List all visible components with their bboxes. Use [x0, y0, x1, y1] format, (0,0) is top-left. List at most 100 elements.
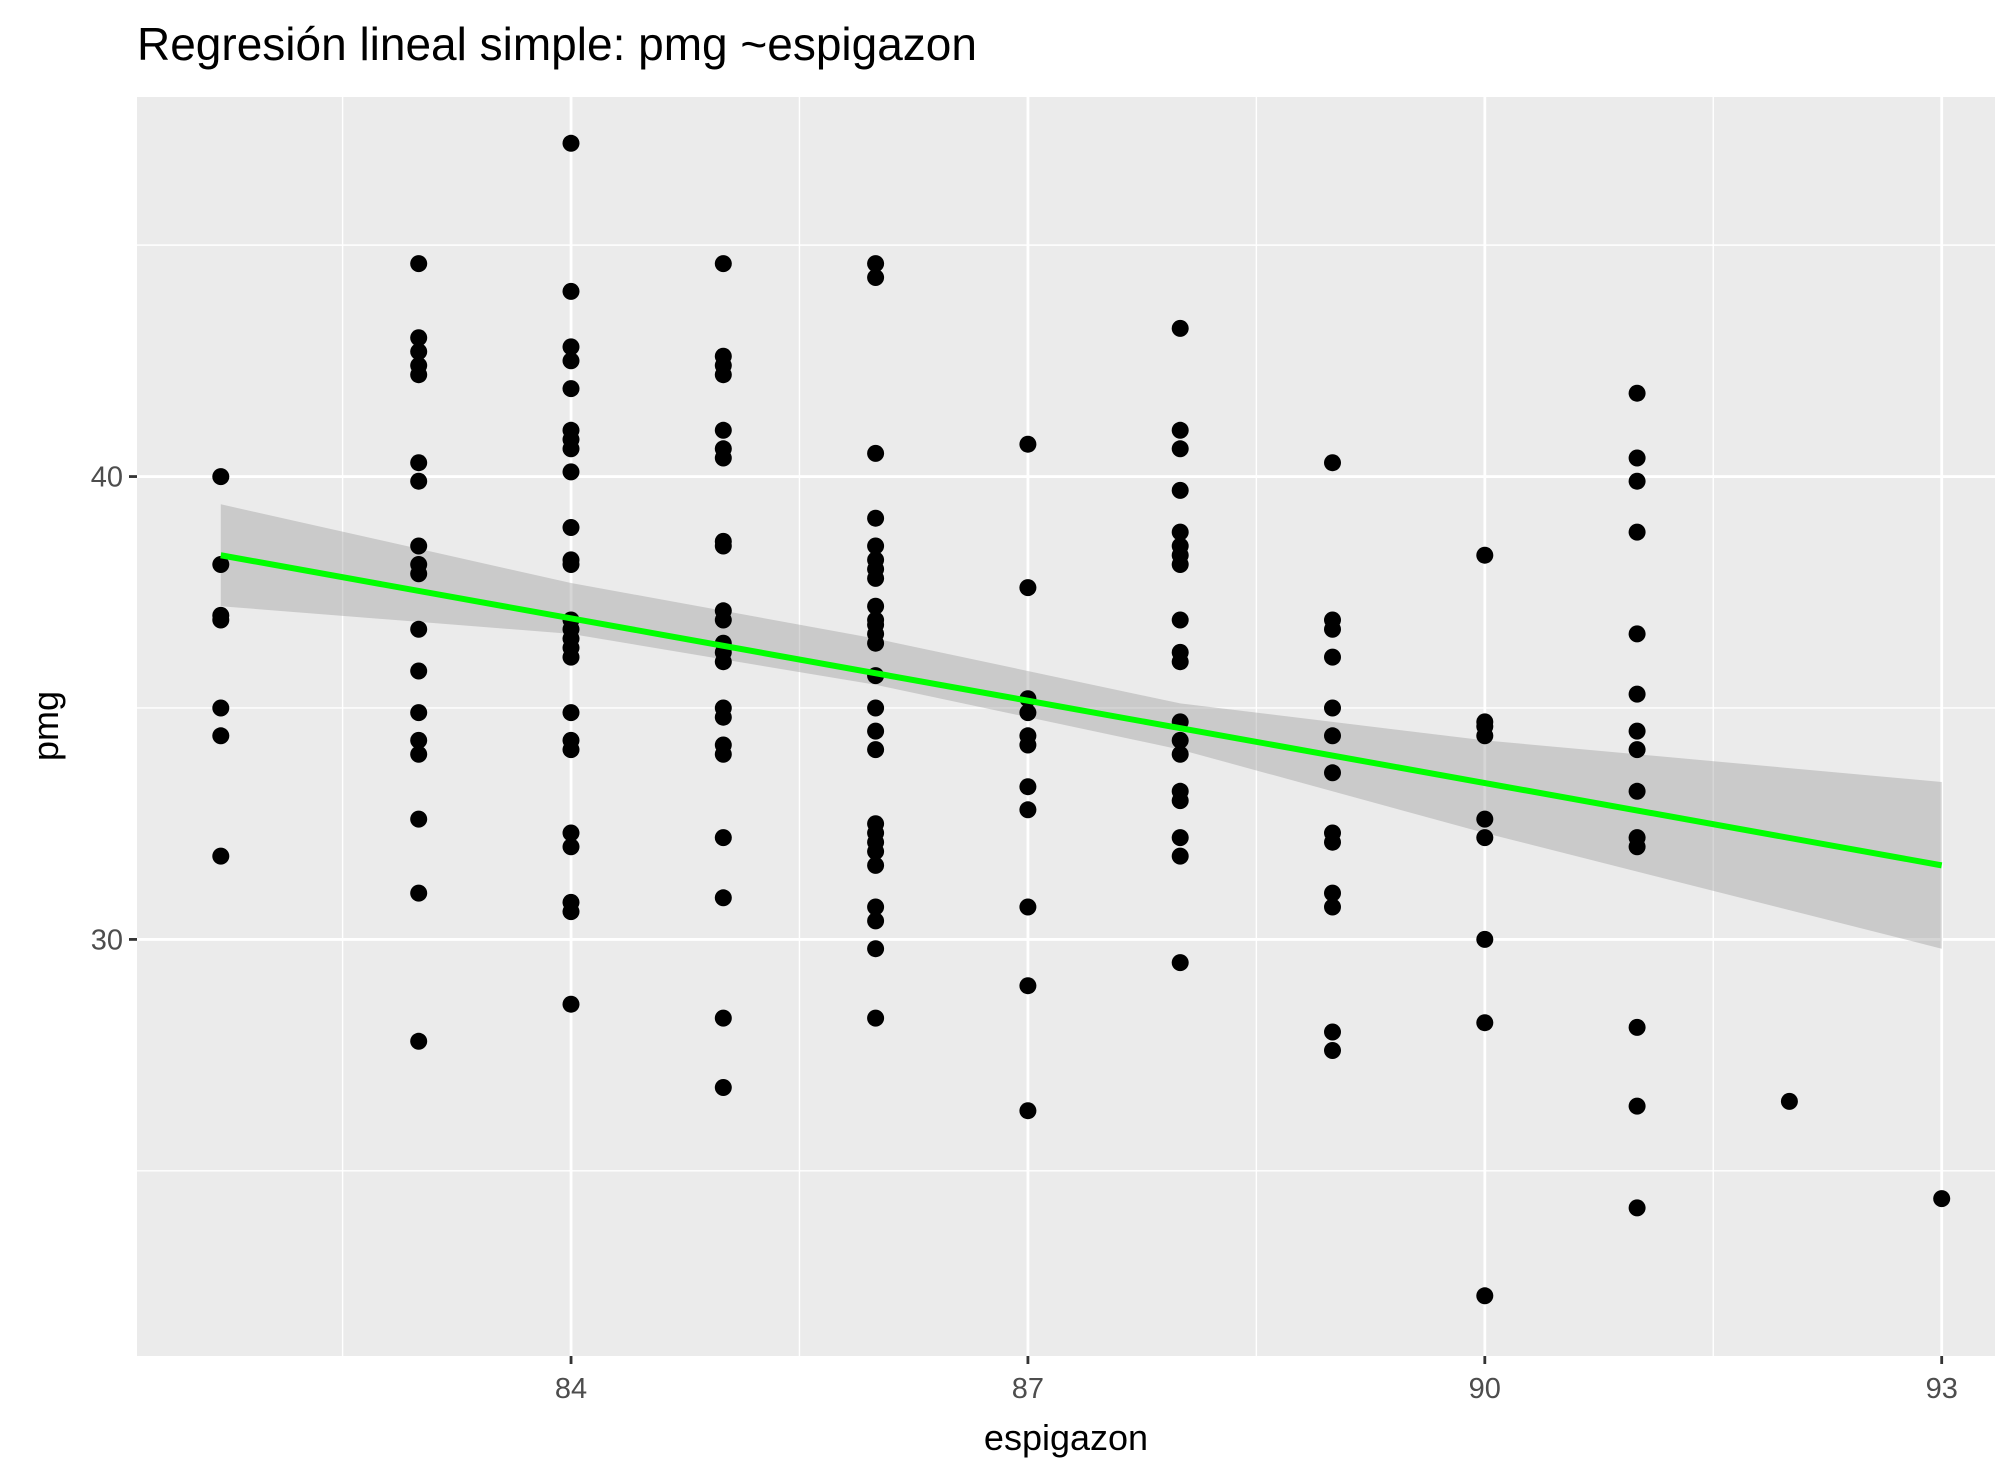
data-point	[1171, 731, 1189, 749]
data-point	[410, 366, 428, 384]
x-axis-title: espigazon	[984, 1417, 1148, 1458]
data-point	[1019, 898, 1037, 916]
data-point	[867, 597, 885, 615]
data-point	[1171, 421, 1189, 439]
data-points	[212, 134, 1951, 1305]
data-point	[1171, 611, 1189, 629]
data-point	[1933, 1190, 1951, 1208]
data-point	[1628, 838, 1646, 856]
data-point	[410, 472, 428, 490]
data-point	[562, 440, 580, 458]
data-point	[867, 269, 885, 286]
confidence-band-layer	[220, 504, 1942, 949]
data-point	[1019, 977, 1037, 995]
data-point	[562, 463, 580, 481]
data-point	[1628, 722, 1646, 740]
data-point	[1324, 1023, 1341, 1041]
data-point	[562, 380, 580, 398]
data-point	[714, 255, 732, 273]
data-point	[562, 282, 580, 300]
data-point	[867, 634, 885, 652]
data-point	[1171, 440, 1189, 458]
data-point	[410, 810, 428, 828]
data-point	[867, 509, 885, 527]
data-point	[714, 745, 732, 763]
y-axis: 30 40	[91, 462, 137, 956]
data-point	[562, 995, 580, 1013]
data-point	[1324, 699, 1341, 717]
data-point	[410, 704, 428, 722]
data-point	[212, 847, 230, 865]
data-point	[714, 366, 732, 384]
data-point	[1324, 648, 1341, 666]
data-point	[410, 255, 428, 273]
data-point	[867, 722, 885, 740]
data-point	[1171, 829, 1189, 847]
data-point	[867, 699, 885, 717]
data-point	[1324, 898, 1341, 916]
data-point	[1019, 801, 1037, 819]
data-point	[1476, 1014, 1494, 1032]
data-point	[714, 1009, 732, 1027]
data-point	[1476, 546, 1494, 564]
regression-line-layer	[220, 552, 1943, 869]
data-point	[212, 468, 230, 486]
data-point	[212, 699, 230, 717]
data-point	[562, 838, 580, 856]
data-point	[1171, 556, 1189, 573]
chart-title: Regresión lineal simple: pmg ~espigazon	[137, 18, 977, 70]
data-point	[1628, 523, 1646, 541]
data-point	[562, 648, 580, 666]
data-point	[562, 741, 580, 759]
data-point	[1324, 833, 1341, 851]
regression-line	[220, 552, 1943, 869]
data-point	[714, 1079, 732, 1096]
data-point	[1171, 481, 1189, 499]
data-point	[562, 824, 580, 842]
data-point	[562, 556, 580, 573]
data-point	[1171, 792, 1189, 810]
y-axis-title: pmg	[25, 691, 66, 761]
data-point	[1019, 579, 1037, 597]
data-point	[1019, 736, 1037, 754]
data-point	[410, 565, 428, 583]
y-tick-label: 30	[91, 924, 123, 956]
data-point	[212, 611, 230, 629]
data-point	[562, 352, 580, 370]
data-point	[212, 727, 230, 745]
data-point	[410, 731, 428, 749]
data-point	[1628, 1097, 1646, 1115]
data-point	[714, 537, 732, 555]
x-tick-label: 93	[1926, 1373, 1958, 1405]
data-point	[714, 653, 732, 671]
data-point	[1628, 472, 1646, 490]
data-point	[714, 421, 732, 439]
data-point	[867, 898, 885, 916]
data-point	[1019, 435, 1037, 453]
x-tick-label: 87	[1012, 1373, 1044, 1405]
data-point	[1324, 1042, 1341, 1059]
data-point	[410, 884, 428, 902]
data-point	[410, 537, 428, 555]
data-point	[212, 556, 230, 573]
data-point	[867, 940, 885, 958]
data-point	[867, 255, 885, 273]
data-point	[562, 903, 580, 921]
data-point	[1019, 704, 1037, 722]
data-point	[1476, 1287, 1494, 1305]
data-point	[1324, 884, 1341, 902]
data-point	[410, 620, 428, 638]
data-point	[1171, 847, 1189, 865]
data-point	[410, 329, 428, 347]
data-point	[714, 708, 732, 726]
data-point	[1476, 829, 1494, 847]
data-point	[1628, 625, 1646, 643]
data-point	[867, 856, 885, 874]
data-point	[1628, 1199, 1646, 1217]
data-point	[1019, 1102, 1037, 1120]
data-point	[1476, 930, 1494, 948]
x-axis: 84 87 90 93	[555, 1356, 1958, 1405]
data-point	[562, 519, 580, 536]
data-point	[714, 449, 732, 467]
data-point	[714, 611, 732, 629]
